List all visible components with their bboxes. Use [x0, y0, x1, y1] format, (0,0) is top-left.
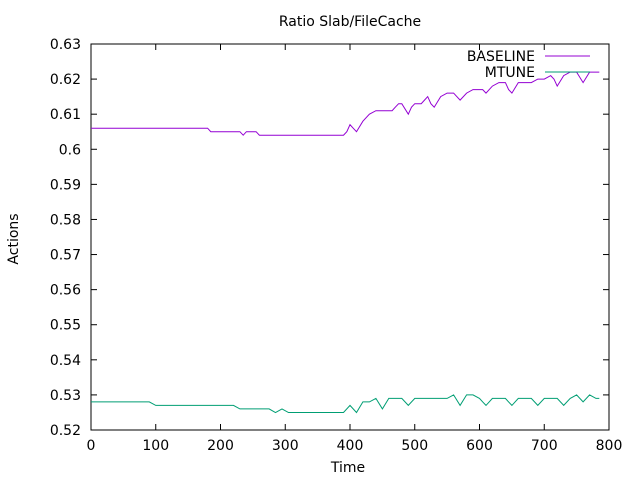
y-tick-label: 0.57	[50, 248, 81, 264]
y-axis-label: Actions	[6, 213, 22, 264]
x-axis-label: Time	[330, 460, 365, 476]
x-tick-label: 0	[87, 438, 96, 454]
y-tick-label: 0.52	[50, 423, 81, 439]
y-tick-label: 0.6	[59, 142, 81, 158]
x-tick-label: 400	[337, 438, 364, 454]
chart-title: Ratio Slab/FileCache	[279, 14, 421, 30]
series-line-mtune	[91, 394, 600, 414]
x-tick-label: 500	[401, 438, 428, 454]
x-tick-label: 600	[466, 438, 493, 454]
series-layer	[91, 71, 600, 414]
series-line-baseline	[91, 71, 600, 136]
y-tick-label: 0.58	[50, 212, 81, 228]
legend-label-mtune: MTUNE	[485, 65, 535, 81]
y-tick-label: 0.59	[50, 177, 81, 193]
y-tick-label: 0.54	[50, 353, 81, 369]
y-axis-ticks: 0.52 0.53 0.54 0.55 0.56 0.57 0.58 0.59 0.6 0.61 0…	[50, 37, 609, 439]
x-tick-label: 800	[596, 438, 623, 454]
y-tick-label: 0.53	[50, 388, 81, 404]
y-tick-label: 0.55	[50, 318, 81, 334]
x-tick-label: 100	[142, 438, 169, 454]
x-tick-label: 200	[207, 438, 234, 454]
y-tick-label: 0.61	[50, 107, 81, 123]
plot-border	[90, 43, 610, 431]
x-axis-ticks: 0 100 200 300 400 500 600 700 800	[87, 44, 623, 454]
legend-label-baseline: BASELINE	[467, 49, 535, 65]
x-tick-label: 700	[531, 438, 558, 454]
y-tick-label: 0.56	[50, 283, 81, 299]
x-tick-label: 300	[272, 438, 299, 454]
y-tick-label: 0.62	[50, 72, 81, 88]
y-tick-label: 0.63	[50, 37, 81, 53]
